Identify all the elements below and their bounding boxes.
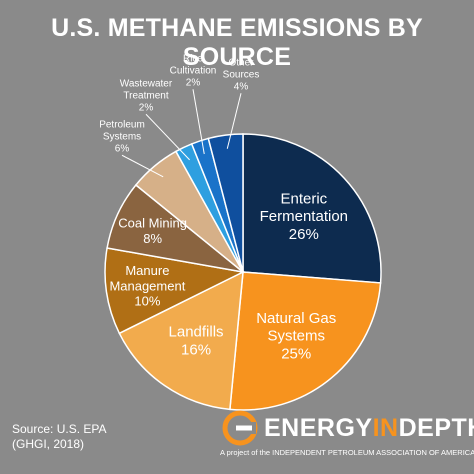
source-line-2: (GHGI, 2018) [12, 437, 85, 451]
pie-slice-landfills [118, 270, 244, 411]
slice-label-petroleum-systems: Petroleum Systems 6% [99, 120, 145, 155]
slice-label-natural-gas-systems: Natural Gas Systems 25% [256, 310, 336, 362]
energy-in-depth-logo-icon [222, 410, 258, 446]
slice-labels: Enteric Fermentation 26% Natural Gas Systems… [99, 54, 348, 363]
leader-lines [121, 89, 242, 178]
leader-line-wastewater-treatment [145, 113, 190, 161]
pie-slice-manure-management [104, 247, 246, 335]
pie-slice-other-sources [207, 133, 244, 273]
brand-name-in: IN [372, 414, 399, 442]
leader-line-rice-cultivation [192, 89, 205, 155]
slice-label-enteric-fermentation: Enteric Fermentation 26% [260, 190, 348, 242]
brand-name-depth: DEPTH [398, 414, 474, 442]
brand-tagline: A project of the INDEPENDENT PETROLEUM A… [220, 448, 474, 457]
brand-name: ENERGYINDEPTH® [264, 414, 474, 443]
pie-slice-enteric-fermentation [242, 133, 382, 284]
brand-logo: ENERGYINDEPTH® A project of the INDEPEND… [214, 408, 474, 464]
chart-title: U.S. METHANE EMISSIONS BY SOURCE [51, 14, 423, 71]
slice-label-landfills: Landfills 16% [169, 324, 224, 359]
slice-label-manure-management: Manure Management 10% [109, 263, 185, 309]
slice-label-coal-mining: Coal Mining 8% [118, 216, 187, 246]
source-note: Source: U.S. EPA (GHGI, 2018) [12, 422, 106, 452]
leader-line-other-sources [226, 93, 242, 149]
slice-label-rice-cultivation: Rice Cultivation 2% [170, 54, 217, 89]
slice-label-other-sources: Other Sources 4% [223, 58, 260, 93]
pie-slices [104, 133, 382, 411]
pie-slice-natural-gas-systems [229, 271, 382, 411]
leader-line-petroleum-systems [121, 154, 164, 178]
slice-label-wastewater-treatment: Wastewater Treatment 2% [120, 79, 173, 114]
source-line-1: Source: U.S. EPA [12, 422, 107, 436]
brand-name-energy: ENERGY [264, 414, 373, 442]
